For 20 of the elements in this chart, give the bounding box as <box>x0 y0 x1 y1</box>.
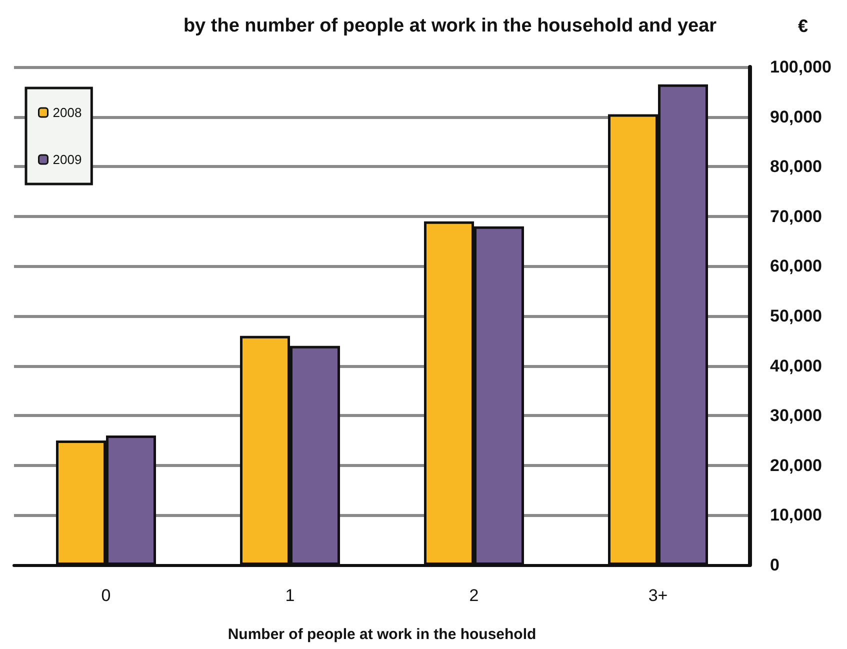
y-tick-label: 40,000 <box>770 356 822 376</box>
x-tick-label: 0 <box>101 586 111 605</box>
y-tick-label: 70,000 <box>770 206 822 226</box>
y-tick-label: 50,000 <box>770 306 822 326</box>
legend-label: 2009 <box>52 152 82 167</box>
y-tick-label: 0 <box>770 556 780 574</box>
x-tick-label: 2 <box>469 586 479 605</box>
x-tick-label: 3+ <box>648 586 668 605</box>
x-tick-label: 1 <box>285 586 295 605</box>
y-tick-label: 10,000 <box>770 506 822 525</box>
chart-title: by the number of people at work in the household and year <box>183 16 718 36</box>
legend-label: 2008 <box>52 105 82 120</box>
y-tick-label: 100,000 <box>770 58 832 76</box>
y-tick-label: 90,000 <box>770 107 822 126</box>
y-axis-title: € <box>798 16 808 36</box>
y-tick-label: 30,000 <box>770 406 822 426</box>
y-tick-label: 20,000 <box>770 456 822 475</box>
x-axis-title: Number of people at work in the household <box>228 626 536 643</box>
y-tick-label: 60,000 <box>770 256 822 276</box>
y-tick-label: 80,000 <box>770 157 822 176</box>
